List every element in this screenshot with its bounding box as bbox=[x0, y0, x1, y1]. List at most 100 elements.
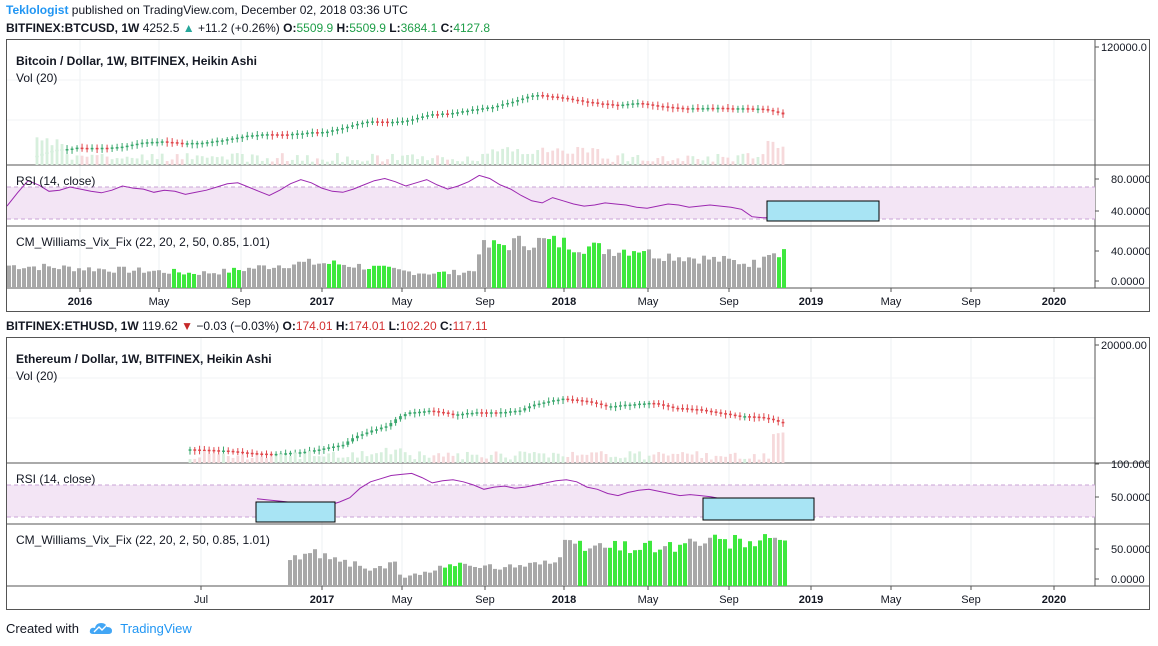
symbol-name[interactable]: BITFINEX:ETHUSD, 1W bbox=[6, 319, 139, 333]
vix-bar bbox=[47, 266, 51, 288]
vix-bar bbox=[532, 247, 536, 288]
volume-bar bbox=[451, 455, 455, 463]
vix-label: CM_Williams_Vix_Fix (22, 20, 2, 50, 0.85… bbox=[16, 235, 270, 249]
volume-bar bbox=[145, 160, 149, 165]
candle bbox=[504, 411, 508, 414]
volume-bar bbox=[491, 149, 495, 165]
volume-bar bbox=[346, 457, 350, 463]
volume-bar bbox=[235, 153, 239, 165]
vix-bar bbox=[267, 269, 271, 288]
candle bbox=[738, 415, 742, 417]
candle bbox=[686, 108, 690, 110]
candle bbox=[575, 399, 579, 401]
candle bbox=[408, 412, 412, 415]
volume-bar bbox=[571, 451, 574, 463]
rsi-line bbox=[256, 472, 783, 506]
volume-bar bbox=[341, 457, 345, 463]
candle bbox=[375, 429, 378, 431]
vix-bar bbox=[342, 264, 346, 288]
volume-bar bbox=[638, 451, 641, 463]
vix-bar bbox=[167, 273, 171, 288]
eth-chart[interactable]: Ethereum / Dollar, 1W, BITFINEX, Heikin … bbox=[6, 337, 1150, 610]
volume-bar bbox=[738, 458, 742, 463]
volume-bar bbox=[90, 154, 94, 165]
symbol-name[interactable]: BITFINEX:BTCUSD, 1W bbox=[6, 21, 140, 35]
vix-bar bbox=[443, 567, 447, 586]
volume-bar bbox=[601, 158, 605, 165]
candle bbox=[521, 98, 525, 101]
volume-bar bbox=[401, 155, 404, 165]
vix-bar bbox=[37, 270, 41, 288]
candle bbox=[681, 408, 684, 410]
vix-bar bbox=[498, 569, 502, 586]
volume-bar bbox=[125, 156, 129, 165]
vix-bar bbox=[398, 574, 402, 586]
candle bbox=[235, 137, 239, 140]
vix-bar bbox=[567, 249, 571, 288]
volume-bar bbox=[523, 451, 527, 463]
candle bbox=[581, 100, 585, 102]
chart-canvas: Bitcoin / Dollar, 1W, BITFINEX, Heikin A… bbox=[7, 40, 1149, 308]
footer-brand-link[interactable]: TradingView bbox=[120, 621, 192, 636]
vix-bar bbox=[252, 268, 256, 288]
candle bbox=[193, 449, 197, 451]
candle bbox=[532, 404, 536, 407]
candles bbox=[188, 395, 785, 460]
vix-bar bbox=[728, 548, 732, 586]
volume-bar bbox=[641, 160, 645, 165]
vix-bar bbox=[12, 265, 16, 288]
author-link[interactable]: Teklologist bbox=[6, 3, 69, 17]
vix-bar bbox=[423, 571, 427, 586]
volume-bar bbox=[408, 455, 412, 463]
volume-label: Vol (20) bbox=[16, 71, 57, 85]
vix-bar bbox=[737, 264, 741, 288]
vix-bar bbox=[132, 270, 136, 288]
vix-bar bbox=[707, 259, 711, 288]
volume-bar bbox=[513, 455, 517, 463]
candle bbox=[518, 410, 522, 412]
candle bbox=[332, 446, 335, 449]
volume-bar bbox=[781, 146, 785, 165]
candle bbox=[140, 142, 144, 145]
vix-bar bbox=[428, 572, 432, 586]
candle bbox=[190, 142, 194, 145]
btc-symbol-line: BITFINEX:BTCUSD, 1W 4252.5 ▲ +11.2 (+0.2… bbox=[6, 21, 490, 35]
volume-bar bbox=[265, 158, 269, 165]
candle bbox=[394, 419, 398, 424]
volume-bar bbox=[671, 160, 675, 165]
vix-bar bbox=[453, 566, 457, 586]
candle bbox=[188, 449, 192, 451]
candle bbox=[160, 141, 164, 143]
volume-bar bbox=[666, 455, 670, 463]
volume-bar bbox=[327, 453, 331, 463]
candle bbox=[762, 416, 766, 419]
chart-title: Bitcoin / Dollar, 1W, BITFINEX, Heikin A… bbox=[16, 54, 257, 68]
vix-bar bbox=[298, 559, 302, 586]
vix-bar bbox=[493, 568, 497, 586]
vix-bar bbox=[723, 539, 727, 586]
volume-bar bbox=[60, 143, 64, 165]
candle bbox=[135, 143, 139, 146]
candle bbox=[150, 141, 154, 144]
candle bbox=[690, 408, 694, 411]
vix-bar bbox=[473, 566, 477, 586]
volume-bar bbox=[741, 153, 745, 165]
btc-chart[interactable]: Bitcoin / Dollar, 1W, BITFINEX, Heikin A… bbox=[6, 39, 1150, 312]
eth-symbol-line: BITFINEX:ETHUSD, 1W 119.62 ▼ −0.03 (−0.0… bbox=[6, 319, 488, 333]
vix-bar bbox=[412, 275, 416, 288]
open-label: O: bbox=[282, 319, 296, 333]
candle bbox=[215, 140, 219, 143]
candle bbox=[202, 449, 206, 452]
volume-bar bbox=[245, 459, 249, 463]
vix-bar bbox=[407, 271, 411, 288]
candle bbox=[274, 453, 278, 456]
candle bbox=[207, 449, 211, 452]
footer-prefix: Created with bbox=[6, 621, 79, 636]
volume-bar bbox=[442, 456, 445, 463]
vix-bar bbox=[642, 251, 646, 288]
volume-bar bbox=[506, 147, 510, 165]
candle bbox=[195, 142, 199, 145]
candle bbox=[298, 452, 302, 454]
vix-bar bbox=[778, 539, 782, 586]
volume-bar bbox=[546, 152, 550, 165]
